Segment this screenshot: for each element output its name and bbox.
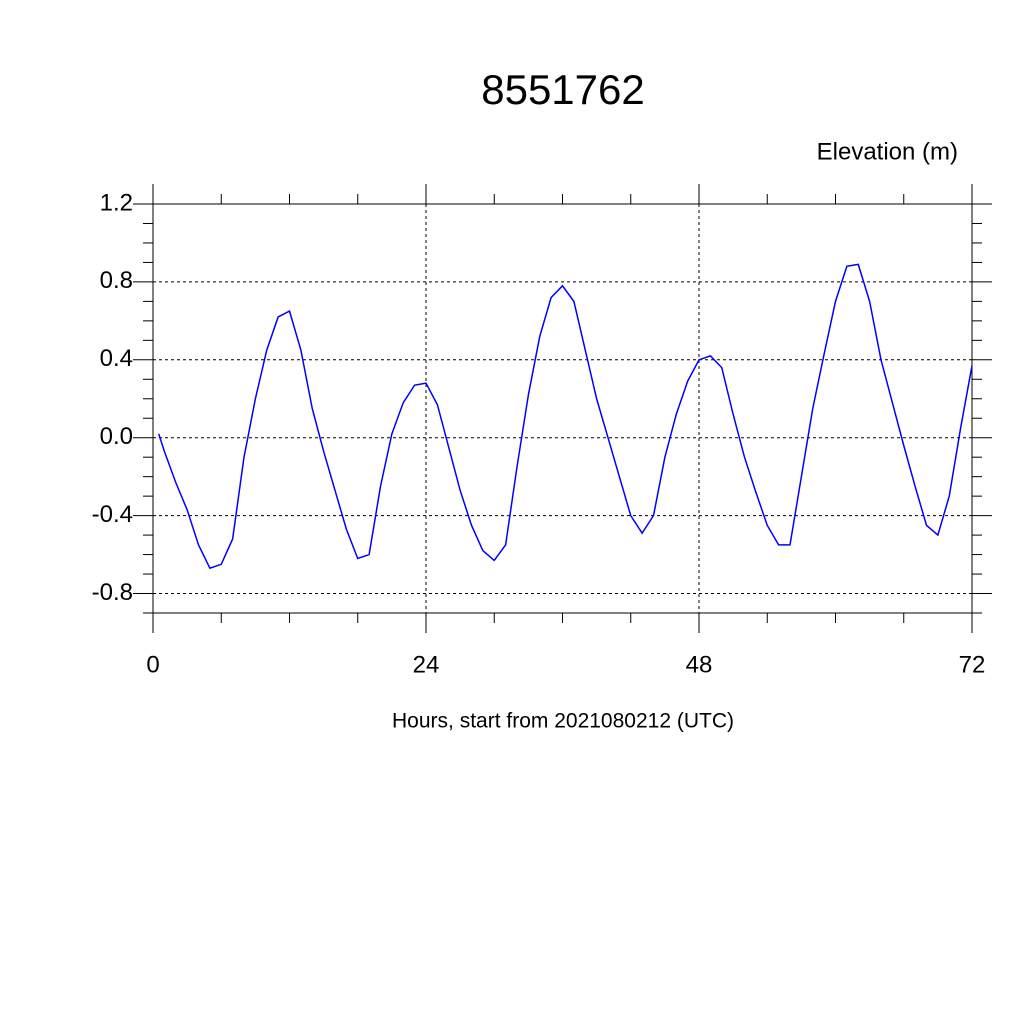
y-tick-label: 0.4 [100,345,133,372]
chart-subtitle: Elevation (m) [817,138,958,165]
y-tick-label: 1.2 [100,189,133,216]
y-tick-label: -0.8 [92,579,133,606]
x-tick-label: 72 [959,651,986,678]
y-tick-label: -0.4 [92,501,133,528]
chart-title: 8551762 [481,66,645,113]
y-tick-label: 0.0 [100,423,133,450]
x-tick-label: 24 [413,651,440,678]
x-tick-label: 48 [686,651,713,678]
x-tick-label: 0 [146,651,159,678]
x-axis-label: Hours, start from 2021080212 (UTC) [392,710,734,733]
y-tick-label: 0.8 [100,267,133,294]
data-line [157,263,973,570]
